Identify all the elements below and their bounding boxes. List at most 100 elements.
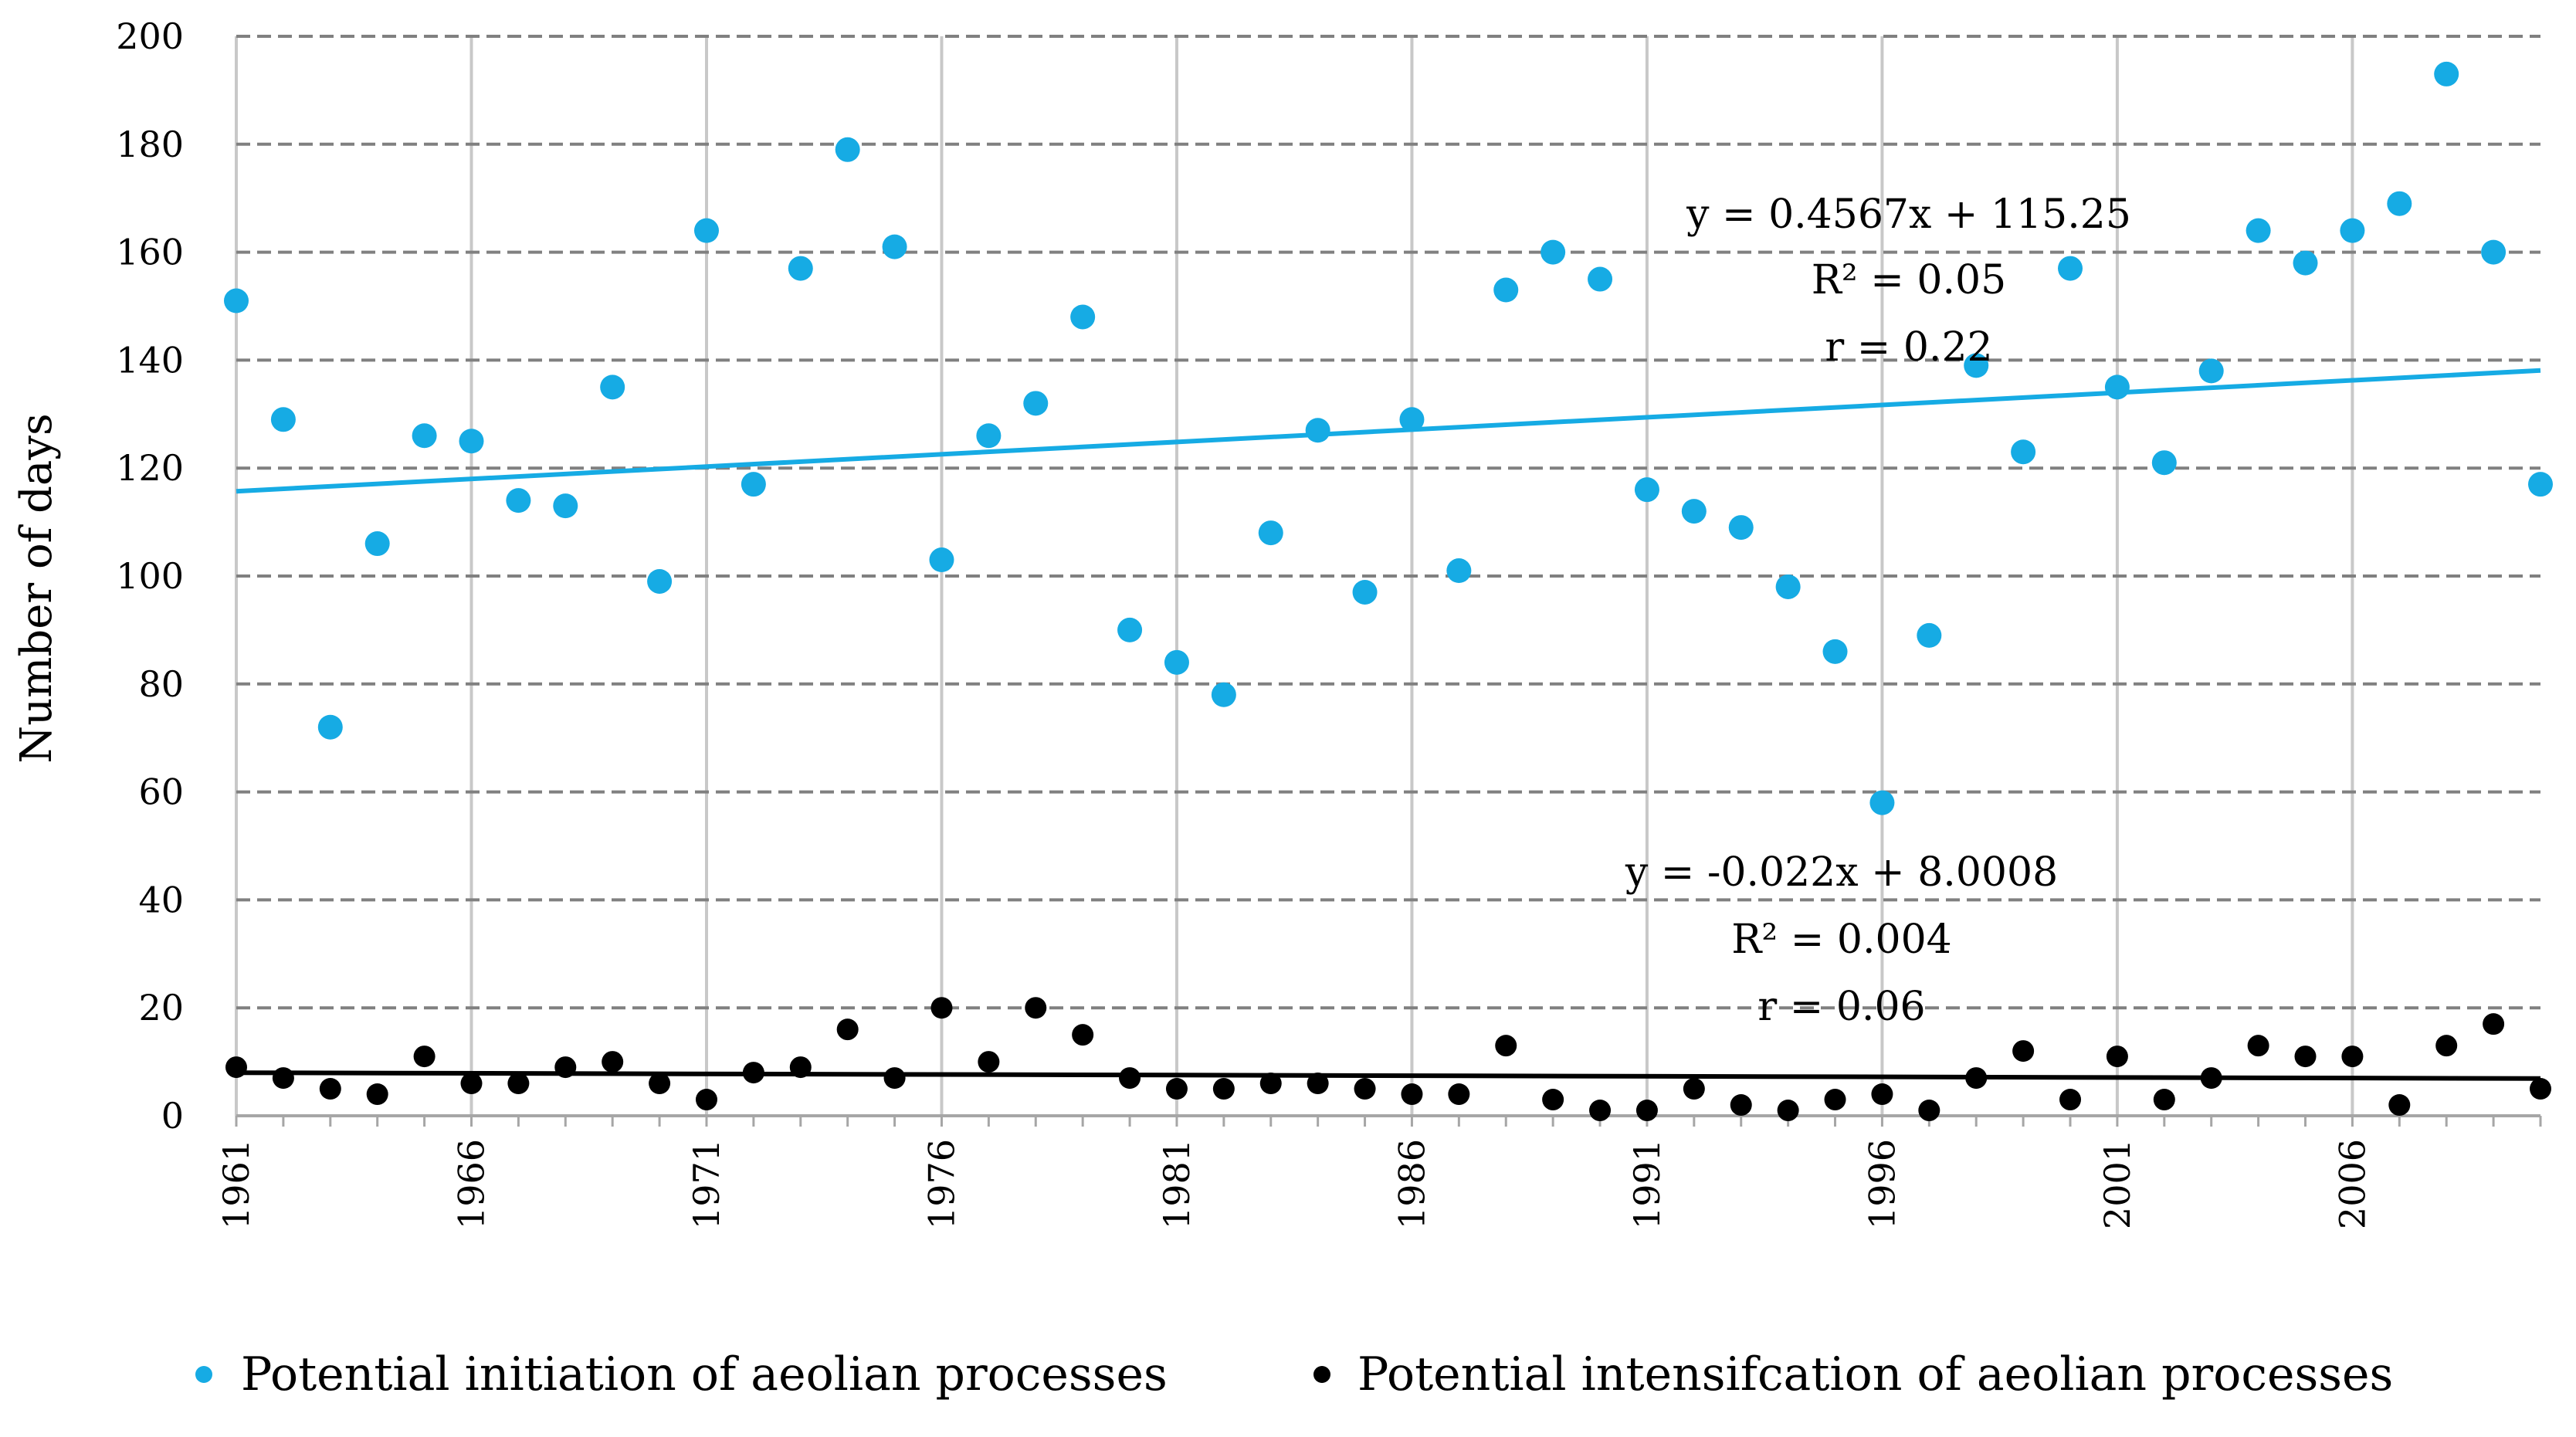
intensification-point-1983 — [1259, 1073, 1282, 1095]
intensification-point-1995 — [1824, 1089, 1846, 1111]
x-tick-label: 2001 — [2096, 1139, 2138, 1229]
initiation-point-1973 — [788, 256, 813, 281]
intensification-point-1982 — [1212, 1078, 1235, 1100]
intensification-point-1993 — [1730, 1094, 1752, 1117]
intensification-point-1972 — [742, 1062, 764, 1084]
intensification-point-1988 — [1495, 1035, 1517, 1057]
initiation-point-1994 — [1775, 574, 1801, 599]
initiation-point-1979 — [1070, 304, 1096, 330]
initiation-point-1991 — [1634, 477, 1659, 503]
intensification-point-1964 — [366, 1083, 388, 1106]
intensification-point-2001 — [2106, 1046, 2128, 1068]
initiation-point-1992 — [1681, 499, 1707, 524]
x-tick-label: 1996 — [1861, 1139, 1903, 1229]
x-tick-label: 1961 — [215, 1139, 257, 1229]
initiation-point-1972 — [741, 472, 766, 497]
initiation-point-2006 — [2340, 218, 2365, 243]
intensification-point-1980 — [1119, 1067, 1141, 1090]
intensification-point-2004 — [2247, 1035, 2269, 1057]
initiation-point-2009 — [2481, 239, 2507, 265]
initiation-point-1978 — [1023, 391, 1049, 416]
intensification-point-1977 — [978, 1051, 1000, 1073]
intensification-point-1971 — [695, 1089, 717, 1111]
initiation-point-1998 — [1964, 353, 1989, 378]
trendline-series-0 — [236, 368, 2541, 494]
initiation-point-2005 — [2293, 250, 2318, 276]
y-axis-label: Number of days — [12, 413, 62, 764]
initiation-point-1987 — [1446, 558, 1472, 584]
regression-text-series-1: y = -0.022x + 8.0008 — [1625, 849, 2058, 896]
intensification-point-2002 — [2153, 1089, 2175, 1111]
y-tick-label: 20 — [138, 987, 184, 1029]
y-tick-label: 120 — [116, 447, 184, 489]
regression-text-series-1: r = 0.06 — [1757, 984, 1925, 1030]
x-tick-label: 1981 — [1156, 1139, 1198, 1229]
x-tick-label: 1966 — [450, 1139, 492, 1229]
intensification-point-1961 — [225, 1056, 247, 1079]
intensification-point-1986 — [1401, 1083, 1423, 1106]
intensification-point-2000 — [2059, 1089, 2082, 1111]
initiation-point-1971 — [693, 218, 719, 243]
initiation-point-1966 — [459, 429, 484, 454]
initiation-point-2001 — [2104, 375, 2130, 400]
intensification-point-1974 — [836, 1018, 859, 1041]
intensification-point-1998 — [1965, 1067, 1988, 1090]
intensification-point-1962 — [272, 1067, 294, 1090]
initiation-point-1986 — [1399, 407, 1425, 432]
intensification-point-1984 — [1307, 1073, 1329, 1095]
intensification-point-2006 — [2341, 1046, 2364, 1068]
intensification-point-1990 — [1589, 1100, 1612, 1122]
intensification-point-1989 — [1542, 1089, 1564, 1111]
gridlines — [235, 35, 2540, 1116]
data-points — [224, 61, 2553, 1122]
y-tick-label: 60 — [138, 771, 184, 813]
intensification-point-1996 — [1871, 1083, 1893, 1106]
intensification-point-1973 — [789, 1056, 812, 1079]
initiation-point-1974 — [835, 137, 860, 162]
intensification-point-1965 — [413, 1046, 436, 1068]
intensification-point-2009 — [2483, 1013, 2505, 1035]
initiation-point-2007 — [2387, 191, 2412, 216]
intensification-point-1969 — [602, 1051, 624, 1073]
initiation-point-1985 — [1352, 579, 1378, 605]
legend-marker-intensification — [1313, 1366, 1330, 1383]
y-tick-label: 80 — [138, 663, 184, 705]
initiation-point-1981 — [1164, 649, 1189, 675]
intensification-point-2010 — [2530, 1078, 2551, 1100]
legend: Potential initiation of aeolian processe… — [195, 1347, 2393, 1401]
initiation-point-2000 — [2058, 256, 2083, 281]
legend-marker-initiation — [195, 1366, 212, 1383]
regression-annotations: y = 0.4567x + 115.25 R² = 0.05 r = 0.22 y =… — [1625, 191, 2131, 1030]
legend-label-intensification: Potential intensifcation of aeolian proc… — [1357, 1347, 2393, 1401]
intensification-point-1994 — [1777, 1100, 1799, 1122]
intensification-point-1978 — [1025, 997, 1047, 1019]
x-tick-label: 1991 — [1626, 1139, 1668, 1229]
initiation-point-1961 — [224, 288, 249, 313]
initiation-point-2010 — [2528, 472, 2553, 497]
y-tick-label: 200 — [116, 15, 184, 57]
initiation-point-1997 — [1917, 622, 1942, 648]
y-tick-label: 180 — [116, 124, 184, 165]
initiation-point-1967 — [506, 488, 531, 513]
initiation-point-1969 — [600, 375, 625, 400]
intensification-point-1975 — [883, 1067, 906, 1090]
initiation-point-1996 — [1869, 790, 1895, 815]
initiation-point-1976 — [929, 547, 954, 573]
intensification-point-1985 — [1354, 1078, 1376, 1100]
initiation-point-1968 — [553, 493, 578, 519]
x-tick-label: 2006 — [2331, 1139, 2373, 1229]
legend-label-initiation: Potential initiation of aeolian processe… — [241, 1347, 1168, 1401]
intensification-point-1966 — [460, 1073, 483, 1095]
initiation-point-1970 — [647, 568, 673, 594]
intensification-point-1991 — [1635, 1100, 1658, 1122]
initiation-point-1993 — [1728, 515, 1754, 541]
intensification-point-1968 — [554, 1056, 577, 1079]
initiation-point-1999 — [2011, 439, 2036, 465]
initiation-point-2004 — [2246, 218, 2271, 243]
intensification-point-1963 — [319, 1078, 341, 1100]
x-tick-label: 1976 — [920, 1139, 962, 1229]
initiation-point-2002 — [2151, 450, 2177, 476]
trendline-series-1 — [236, 1070, 2541, 1081]
trendlines — [236, 368, 2541, 1081]
